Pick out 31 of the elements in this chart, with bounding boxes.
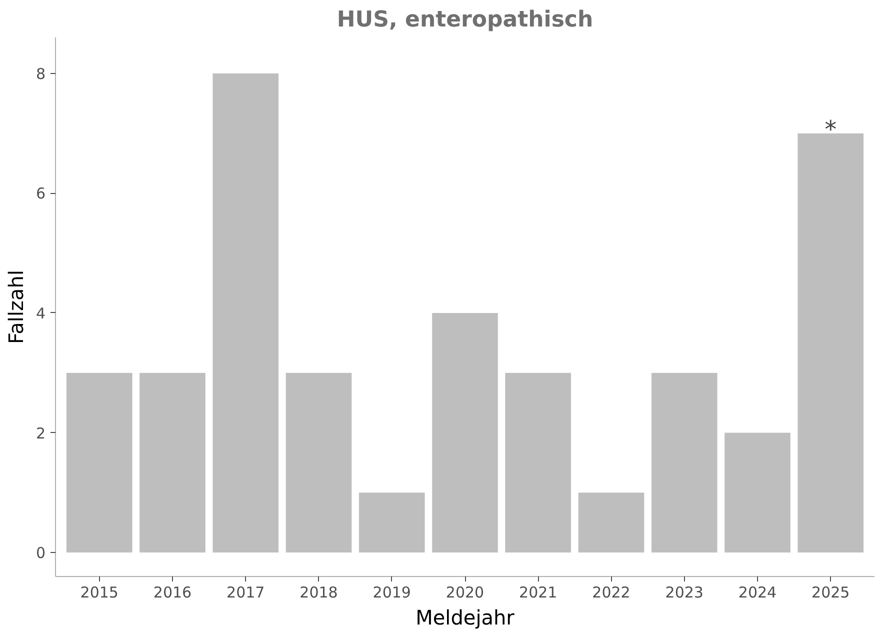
x-tick-label: 2023 bbox=[665, 584, 704, 602]
bar bbox=[140, 372, 206, 553]
y-tick-label: 6 bbox=[36, 184, 46, 203]
bar bbox=[286, 372, 352, 553]
x-tick-label: 2020 bbox=[446, 584, 484, 602]
x-tick-label: 2018 bbox=[300, 584, 338, 602]
bar bbox=[724, 432, 790, 553]
x-axis-title: Meldejahr bbox=[416, 606, 516, 630]
y-tick-label: 0 bbox=[36, 544, 46, 562]
bar bbox=[212, 73, 279, 553]
x-tick-label: 2021 bbox=[519, 584, 558, 602]
y-tick-label: 2 bbox=[36, 424, 46, 442]
annotation: * bbox=[824, 115, 837, 144]
bar bbox=[432, 312, 498, 553]
x-tick-label: 2025 bbox=[812, 584, 850, 602]
bar bbox=[66, 372, 132, 553]
x-tick-label: 2016 bbox=[153, 584, 192, 602]
x-tick-label: 2024 bbox=[738, 584, 777, 602]
y-tick-label: 4 bbox=[36, 304, 46, 322]
y-tick-label: 8 bbox=[36, 64, 46, 83]
x-tick-label: 2017 bbox=[226, 584, 265, 602]
bar bbox=[578, 492, 644, 553]
bar bbox=[651, 372, 718, 553]
x-tick-label: 2022 bbox=[592, 584, 630, 602]
chart-title: HUS, enteropathisch bbox=[336, 8, 594, 32]
bar bbox=[798, 133, 864, 553]
bar bbox=[358, 492, 425, 553]
x-tick-label: 2015 bbox=[80, 584, 118, 602]
x-tick-label: 2019 bbox=[372, 584, 411, 602]
bar bbox=[505, 372, 572, 553]
y-axis-title: Fallzahl bbox=[4, 270, 28, 344]
